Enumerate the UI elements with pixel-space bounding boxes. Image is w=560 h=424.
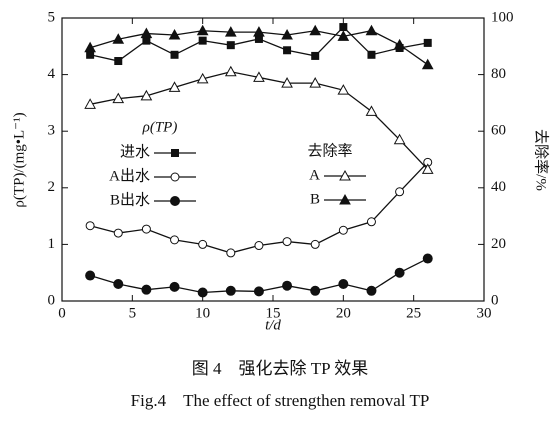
x-tick-label: 15 (266, 305, 281, 321)
marker (366, 217, 376, 227)
marker (84, 41, 96, 53)
marker (84, 98, 96, 109)
marker (85, 270, 96, 281)
marker (282, 237, 292, 247)
marker (112, 92, 125, 104)
marker (141, 224, 151, 234)
marker (168, 81, 181, 92)
marker (225, 285, 236, 296)
legend-marker (339, 169, 351, 181)
legend-title: 去除率 (307, 142, 352, 159)
marker (224, 26, 237, 37)
x-tick-label: 25 (406, 305, 421, 321)
marker (393, 133, 406, 145)
marker (198, 36, 207, 45)
marker (226, 248, 236, 258)
y-tick-label: 2 (48, 179, 56, 195)
marker (197, 287, 208, 298)
y-tick-label: 4 (48, 66, 56, 82)
marker (114, 57, 123, 66)
y-axis-label: ρ(TP)/(mg•L⁻¹) (11, 112, 27, 207)
y2-tick-label: 60 (491, 123, 506, 139)
marker (281, 28, 293, 40)
marker (310, 285, 321, 296)
marker (423, 38, 432, 47)
marker (86, 50, 95, 59)
marker (253, 286, 264, 297)
marker (339, 23, 348, 32)
marker (169, 281, 180, 292)
caption-cn: 图 4 强化去除 TP 效果 (192, 359, 368, 378)
marker (422, 253, 433, 264)
marker (198, 239, 208, 249)
marker (421, 163, 434, 174)
marker (338, 225, 348, 235)
marker (85, 221, 95, 231)
marker (113, 228, 123, 238)
legend-title: ρ(TP) (142, 119, 178, 135)
marker (196, 24, 209, 36)
marker (310, 239, 320, 249)
legend-marker (339, 193, 351, 205)
y2-axis-label: 去除率/% (533, 129, 550, 191)
y2-tick-label: 100 (491, 9, 514, 25)
marker (395, 187, 405, 197)
marker (253, 26, 265, 37)
marker (337, 30, 350, 41)
marker (224, 65, 237, 77)
x-axis-label: t/d (265, 317, 281, 333)
legend-label: A (309, 167, 320, 183)
marker (253, 71, 265, 82)
legend-marker (170, 196, 180, 206)
legend-marker (171, 149, 179, 157)
x-tick-label: 10 (195, 305, 210, 321)
marker (112, 33, 125, 44)
marker (113, 279, 124, 290)
marker (366, 285, 377, 296)
marker (282, 280, 293, 291)
marker (170, 235, 180, 245)
marker (309, 24, 322, 36)
y-tick-label: 1 (48, 236, 56, 252)
marker (309, 77, 322, 88)
y2-tick-label: 20 (491, 236, 506, 252)
marker (394, 267, 405, 278)
y-tick-label: 0 (48, 292, 56, 308)
marker (367, 50, 376, 59)
x-tick-label: 0 (58, 305, 66, 321)
marker (196, 72, 209, 84)
marker (393, 38, 406, 50)
marker (141, 284, 152, 295)
marker (365, 24, 378, 36)
x-tick-label: 20 (336, 305, 351, 321)
y2-tick-label: 0 (491, 292, 499, 308)
marker (421, 58, 434, 70)
caption-en: Fig.4 The effect of strengthen removal T… (131, 391, 430, 410)
legend-label: B出水 (110, 191, 150, 208)
y-tick-label: 5 (48, 9, 56, 25)
marker (140, 27, 153, 39)
marker (168, 28, 181, 40)
marker (142, 36, 151, 45)
legend-label: A出水 (109, 167, 150, 184)
marker (365, 105, 378, 116)
legend-label: 进水 (120, 143, 150, 160)
marker (338, 279, 349, 290)
legend-label: B (310, 191, 320, 207)
marker (281, 77, 293, 88)
marker (170, 50, 179, 59)
legend-marker (170, 172, 180, 182)
y2-tick-label: 40 (491, 179, 506, 195)
marker (311, 51, 320, 60)
y2-tick-label: 80 (491, 66, 506, 82)
marker (283, 46, 292, 55)
marker (140, 89, 153, 101)
x-tick-label: 30 (477, 305, 492, 321)
marker (337, 84, 350, 95)
y-tick-label: 3 (48, 123, 56, 139)
marker (254, 241, 264, 251)
marker (226, 41, 235, 50)
x-tick-label: 5 (129, 305, 137, 321)
